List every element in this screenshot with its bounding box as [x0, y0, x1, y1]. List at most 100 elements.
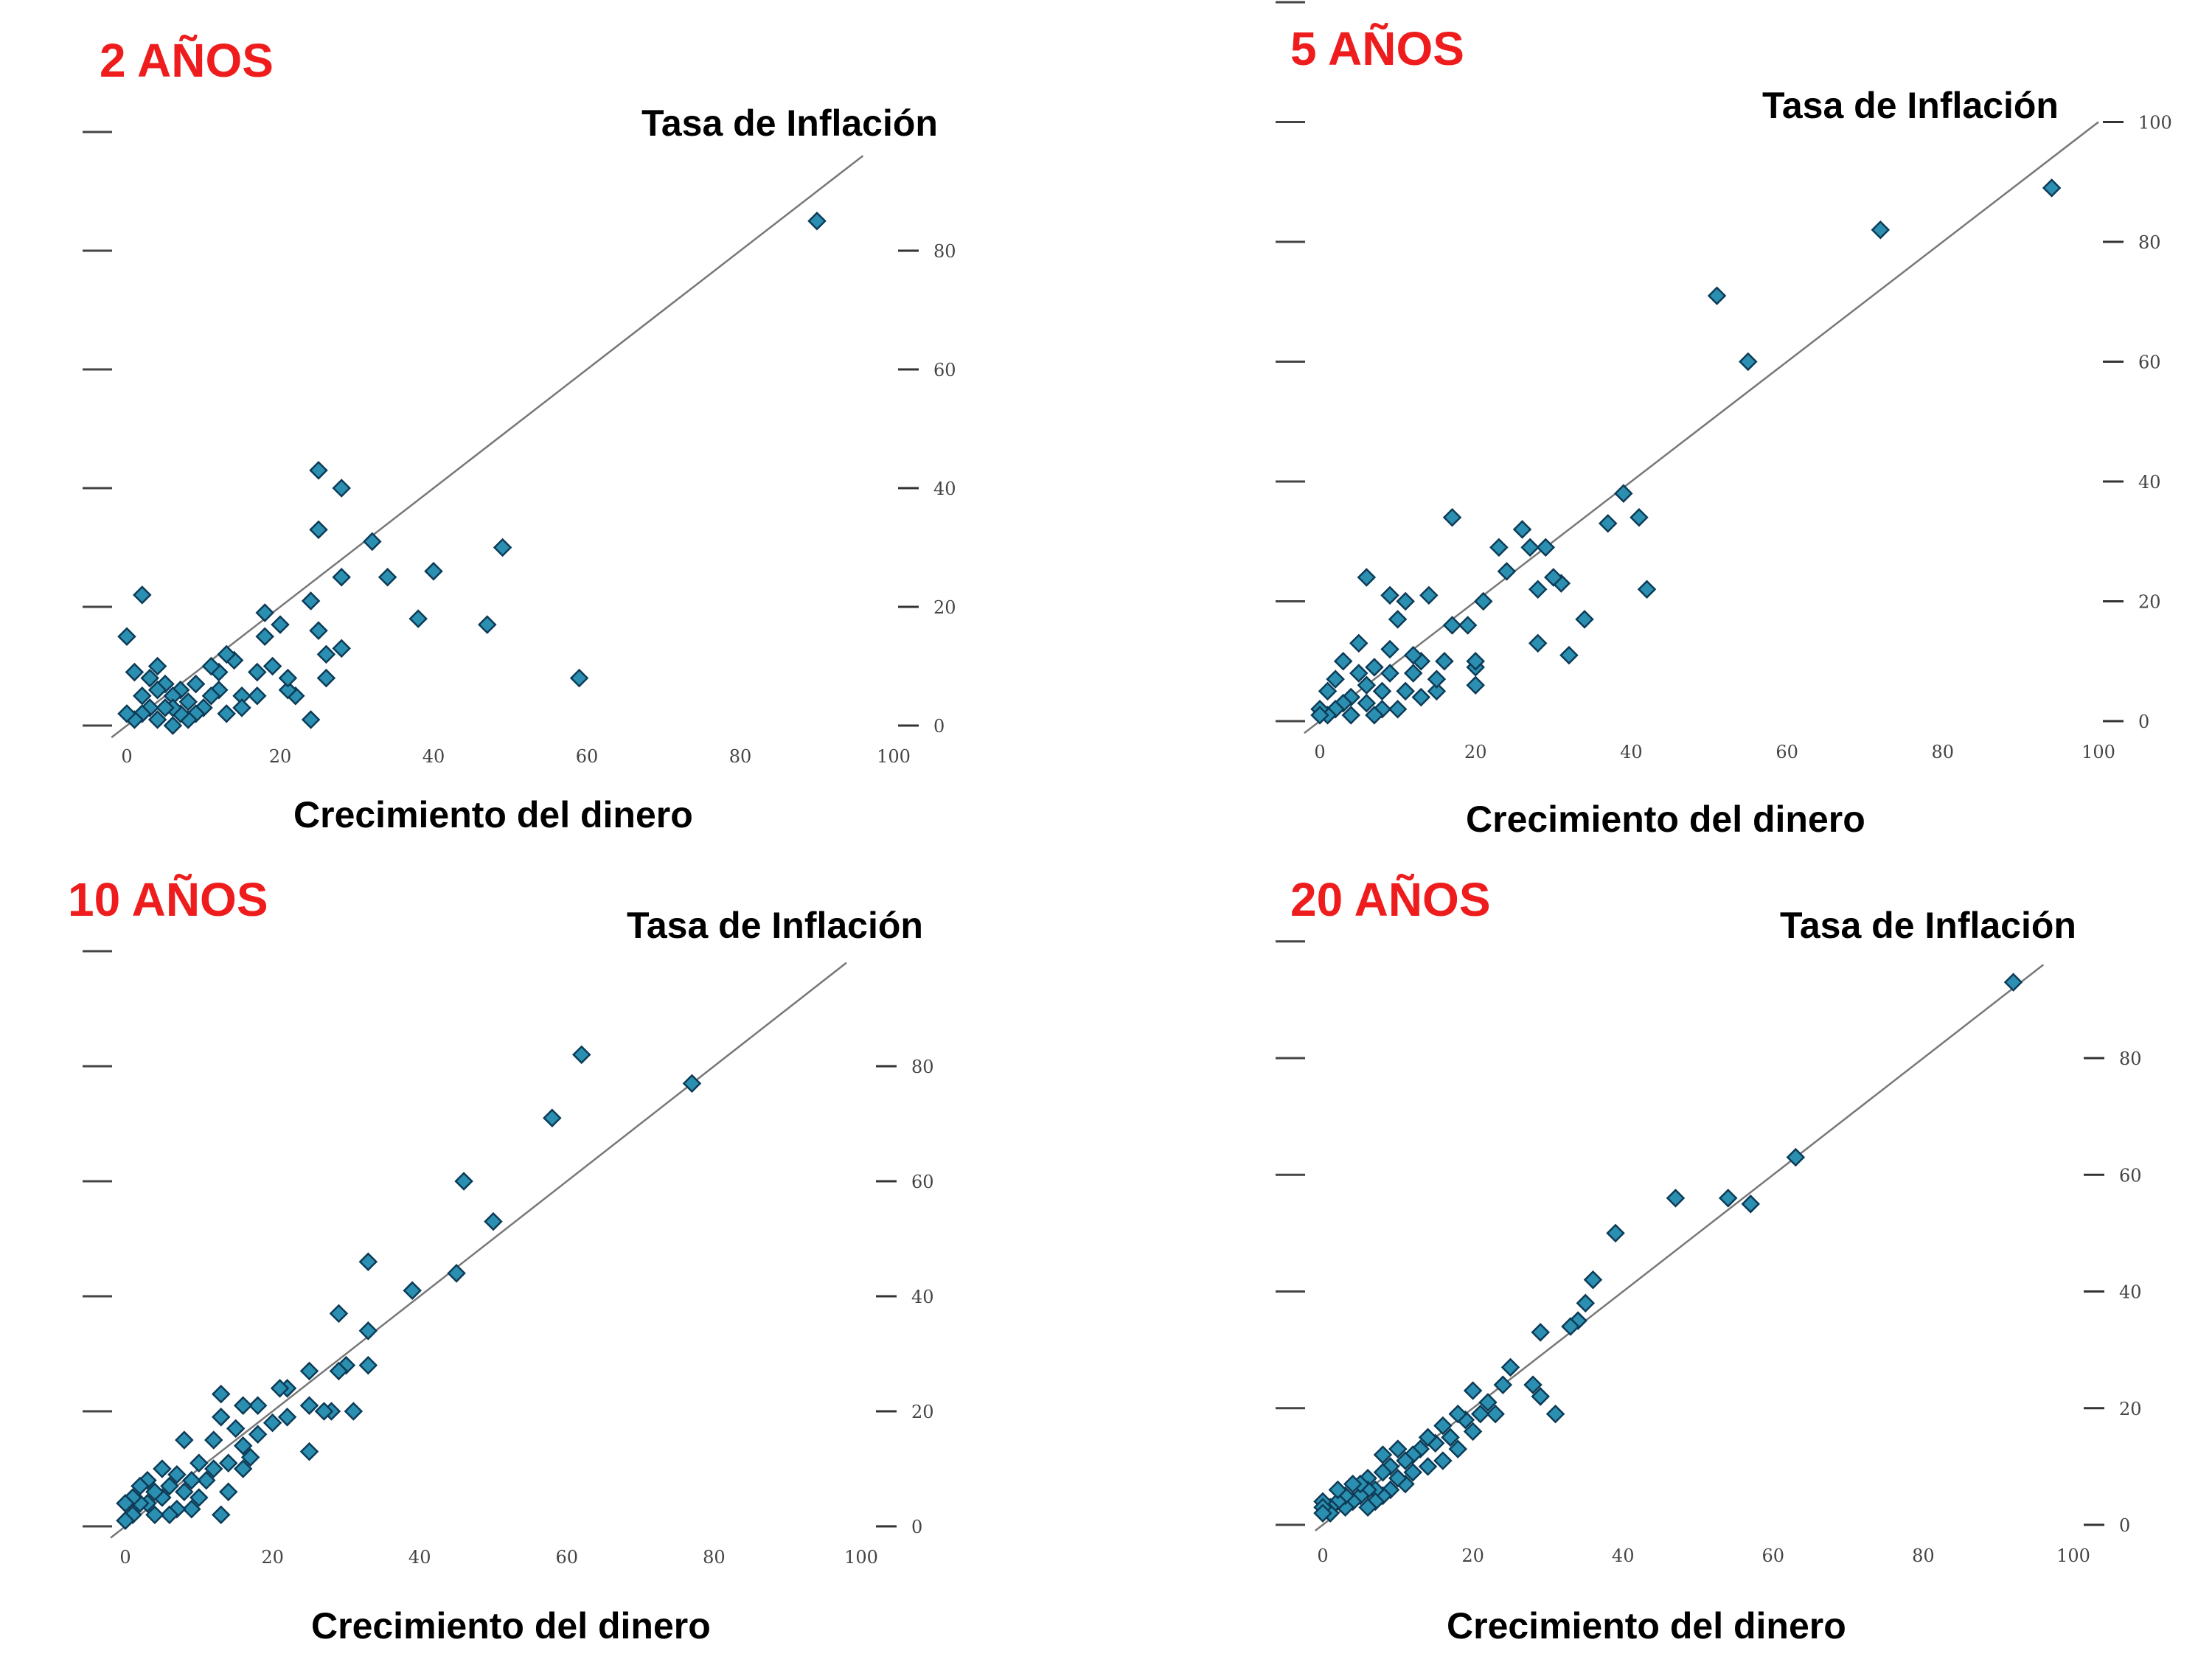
data-point: [248, 662, 267, 682]
y-tick-label: 0: [911, 1517, 922, 1537]
data-point: [1357, 675, 1377, 695]
data-point: [278, 668, 298, 688]
data-point: [332, 639, 351, 658]
x-tick-label: 80: [1912, 1545, 1935, 1566]
data-point: [1372, 681, 1392, 701]
data-point: [262, 1413, 282, 1433]
data-point: [299, 1396, 319, 1415]
y-tick-label: 40: [933, 479, 956, 499]
data-point: [1358, 1498, 1377, 1517]
data-point: [218, 1482, 238, 1501]
data-point: [1388, 1468, 1408, 1488]
data-point: [182, 1499, 201, 1519]
data-point: [167, 1499, 187, 1519]
chart-marks: 0 20 40 60 80 100 0 20 40 60 80: [83, 950, 934, 1568]
data-point: [1380, 585, 1399, 605]
data-point: [153, 1459, 172, 1478]
data-point: [1520, 538, 1540, 557]
data-point: [1561, 1317, 1580, 1336]
y-tick-label: 0: [2119, 1515, 2130, 1536]
chart-marks: 0 20 40 60 80 100 0 20 40 60 80 100: [1276, 1, 2172, 762]
data-point: [403, 1281, 422, 1300]
data-point: [1318, 681, 1338, 701]
data-point: [1473, 591, 1493, 611]
data-point: [233, 1396, 253, 1415]
data-point: [1614, 484, 1633, 504]
data-point: [478, 615, 497, 634]
data-point: [1606, 1223, 1625, 1243]
data-point: [344, 1402, 364, 1421]
data-point: [1396, 1451, 1415, 1470]
data-point: [358, 1252, 378, 1271]
data-point: [1411, 687, 1431, 707]
x-tick-label: 100: [844, 1547, 878, 1568]
data-point: [299, 1442, 319, 1461]
data-point: [175, 1482, 194, 1501]
data-point: [1786, 1147, 1806, 1167]
x-tick-label: 20: [1461, 1545, 1484, 1566]
y-tick-label: 40: [911, 1287, 934, 1307]
data-point: [1739, 352, 1758, 372]
data-point: [232, 698, 251, 717]
data-point: [2042, 178, 2062, 198]
data-point: [1486, 1404, 1505, 1424]
y-tick-label: 20: [933, 597, 956, 618]
x-tick-label: 100: [2056, 1545, 2090, 1566]
x-tick-label: 20: [269, 746, 292, 767]
y-tick-label: 100: [2138, 113, 2172, 133]
data-point: [217, 704, 236, 723]
data-point: [1419, 585, 1439, 605]
data-point: [1512, 520, 1532, 539]
data-point: [133, 585, 152, 605]
y-tick-label: 80: [2138, 232, 2161, 253]
data-point: [316, 644, 336, 664]
x-tick-label: 80: [703, 1547, 726, 1568]
data-point: [201, 656, 221, 676]
data-point: [1388, 610, 1408, 629]
data-point: [1637, 580, 1657, 599]
data-point: [1349, 633, 1368, 653]
data-point: [1576, 1293, 1596, 1313]
data-point: [301, 591, 321, 611]
data-point: [1666, 1189, 1686, 1208]
data-point: [1388, 699, 1408, 719]
data-point: [270, 1379, 290, 1398]
data-point: [1403, 1463, 1422, 1482]
data-point: [363, 532, 382, 552]
data-point: [314, 1402, 334, 1421]
data-point: [1493, 1375, 1513, 1394]
data-point: [1741, 1195, 1761, 1214]
data-point: [178, 692, 198, 712]
chart-marks: 0 20 40 60 80 100 0 20 40 60 80: [1276, 940, 2142, 1566]
x-tick-label: 0: [121, 746, 132, 767]
data-point: [1380, 639, 1399, 659]
data-point: [147, 710, 167, 729]
y-tick-label: 60: [911, 1172, 934, 1192]
data-point: [454, 1172, 473, 1191]
data-point: [201, 686, 221, 706]
data-point: [682, 1074, 702, 1093]
data-point: [1333, 651, 1353, 671]
data-point: [140, 668, 159, 688]
x-tick-label: 20: [1464, 742, 1487, 762]
data-point: [571, 1045, 591, 1065]
data-point: [1598, 514, 1618, 533]
x-tick-label: 0: [119, 1547, 131, 1568]
x-tick-label: 40: [1612, 1545, 1635, 1566]
y-tick-label: 20: [2119, 1399, 2142, 1419]
data-point: [1441, 1428, 1460, 1447]
data-point: [277, 1408, 297, 1427]
data-point: [309, 461, 328, 480]
data-point: [271, 615, 290, 634]
data-point: [117, 704, 136, 723]
y-tick-label: 60: [2138, 352, 2161, 373]
data-point: [1349, 664, 1368, 683]
data-point: [1544, 568, 1563, 587]
data-point: [1403, 645, 1423, 665]
data-point: [1433, 1416, 1453, 1436]
data-point: [226, 1419, 246, 1439]
data-point: [133, 686, 152, 706]
data-point: [1427, 670, 1447, 689]
data-point: [1466, 675, 1485, 695]
data-point: [1471, 1404, 1490, 1424]
